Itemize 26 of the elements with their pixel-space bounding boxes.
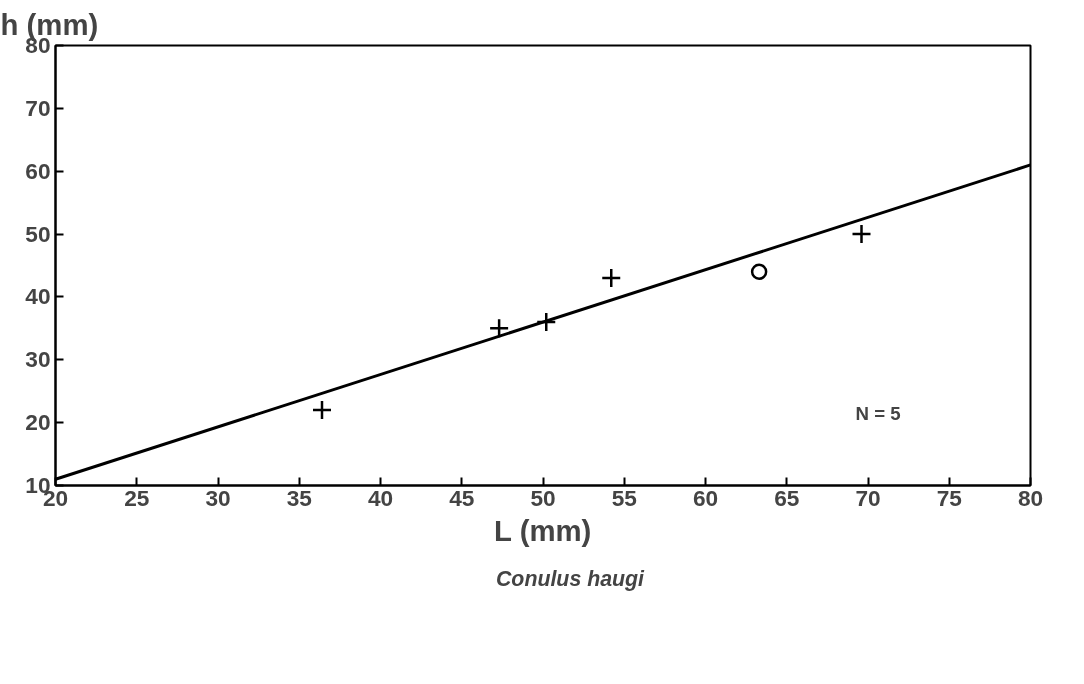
y-tick-label: 20 — [25, 409, 51, 436]
point — [601, 267, 622, 289]
point — [750, 263, 768, 281]
x-tick-label: 70 — [855, 484, 881, 511]
y-tick-label: 50 — [25, 220, 51, 247]
x-tick-label: 45 — [449, 484, 475, 511]
x-tick-label: 25 — [124, 484, 150, 511]
x-tick-label: 40 — [367, 484, 394, 511]
x-tick-label: 60 — [692, 484, 719, 511]
point — [311, 399, 333, 421]
x-tick-label: 30 — [205, 484, 231, 511]
annotation: N = 5 — [855, 402, 901, 424]
x-tick-label: 55 — [611, 484, 637, 511]
y-tick-label: 70 — [25, 94, 51, 121]
point — [851, 223, 872, 245]
x-tick-label: 65 — [774, 484, 800, 511]
x-tick-label: 75 — [936, 484, 962, 511]
x-axis-title: L (mm) — [494, 513, 592, 547]
x-tick-label: 35 — [286, 484, 312, 511]
y-tick-label: 30 — [25, 346, 51, 373]
y-tick-label: 40 — [25, 283, 51, 310]
x-tick-label: 50 — [530, 484, 556, 511]
point — [536, 311, 557, 333]
x-tick-label: 80 — [1017, 484, 1044, 511]
text: Conulus haugi — [495, 566, 645, 592]
y-tick-label: 60 — [25, 157, 51, 184]
